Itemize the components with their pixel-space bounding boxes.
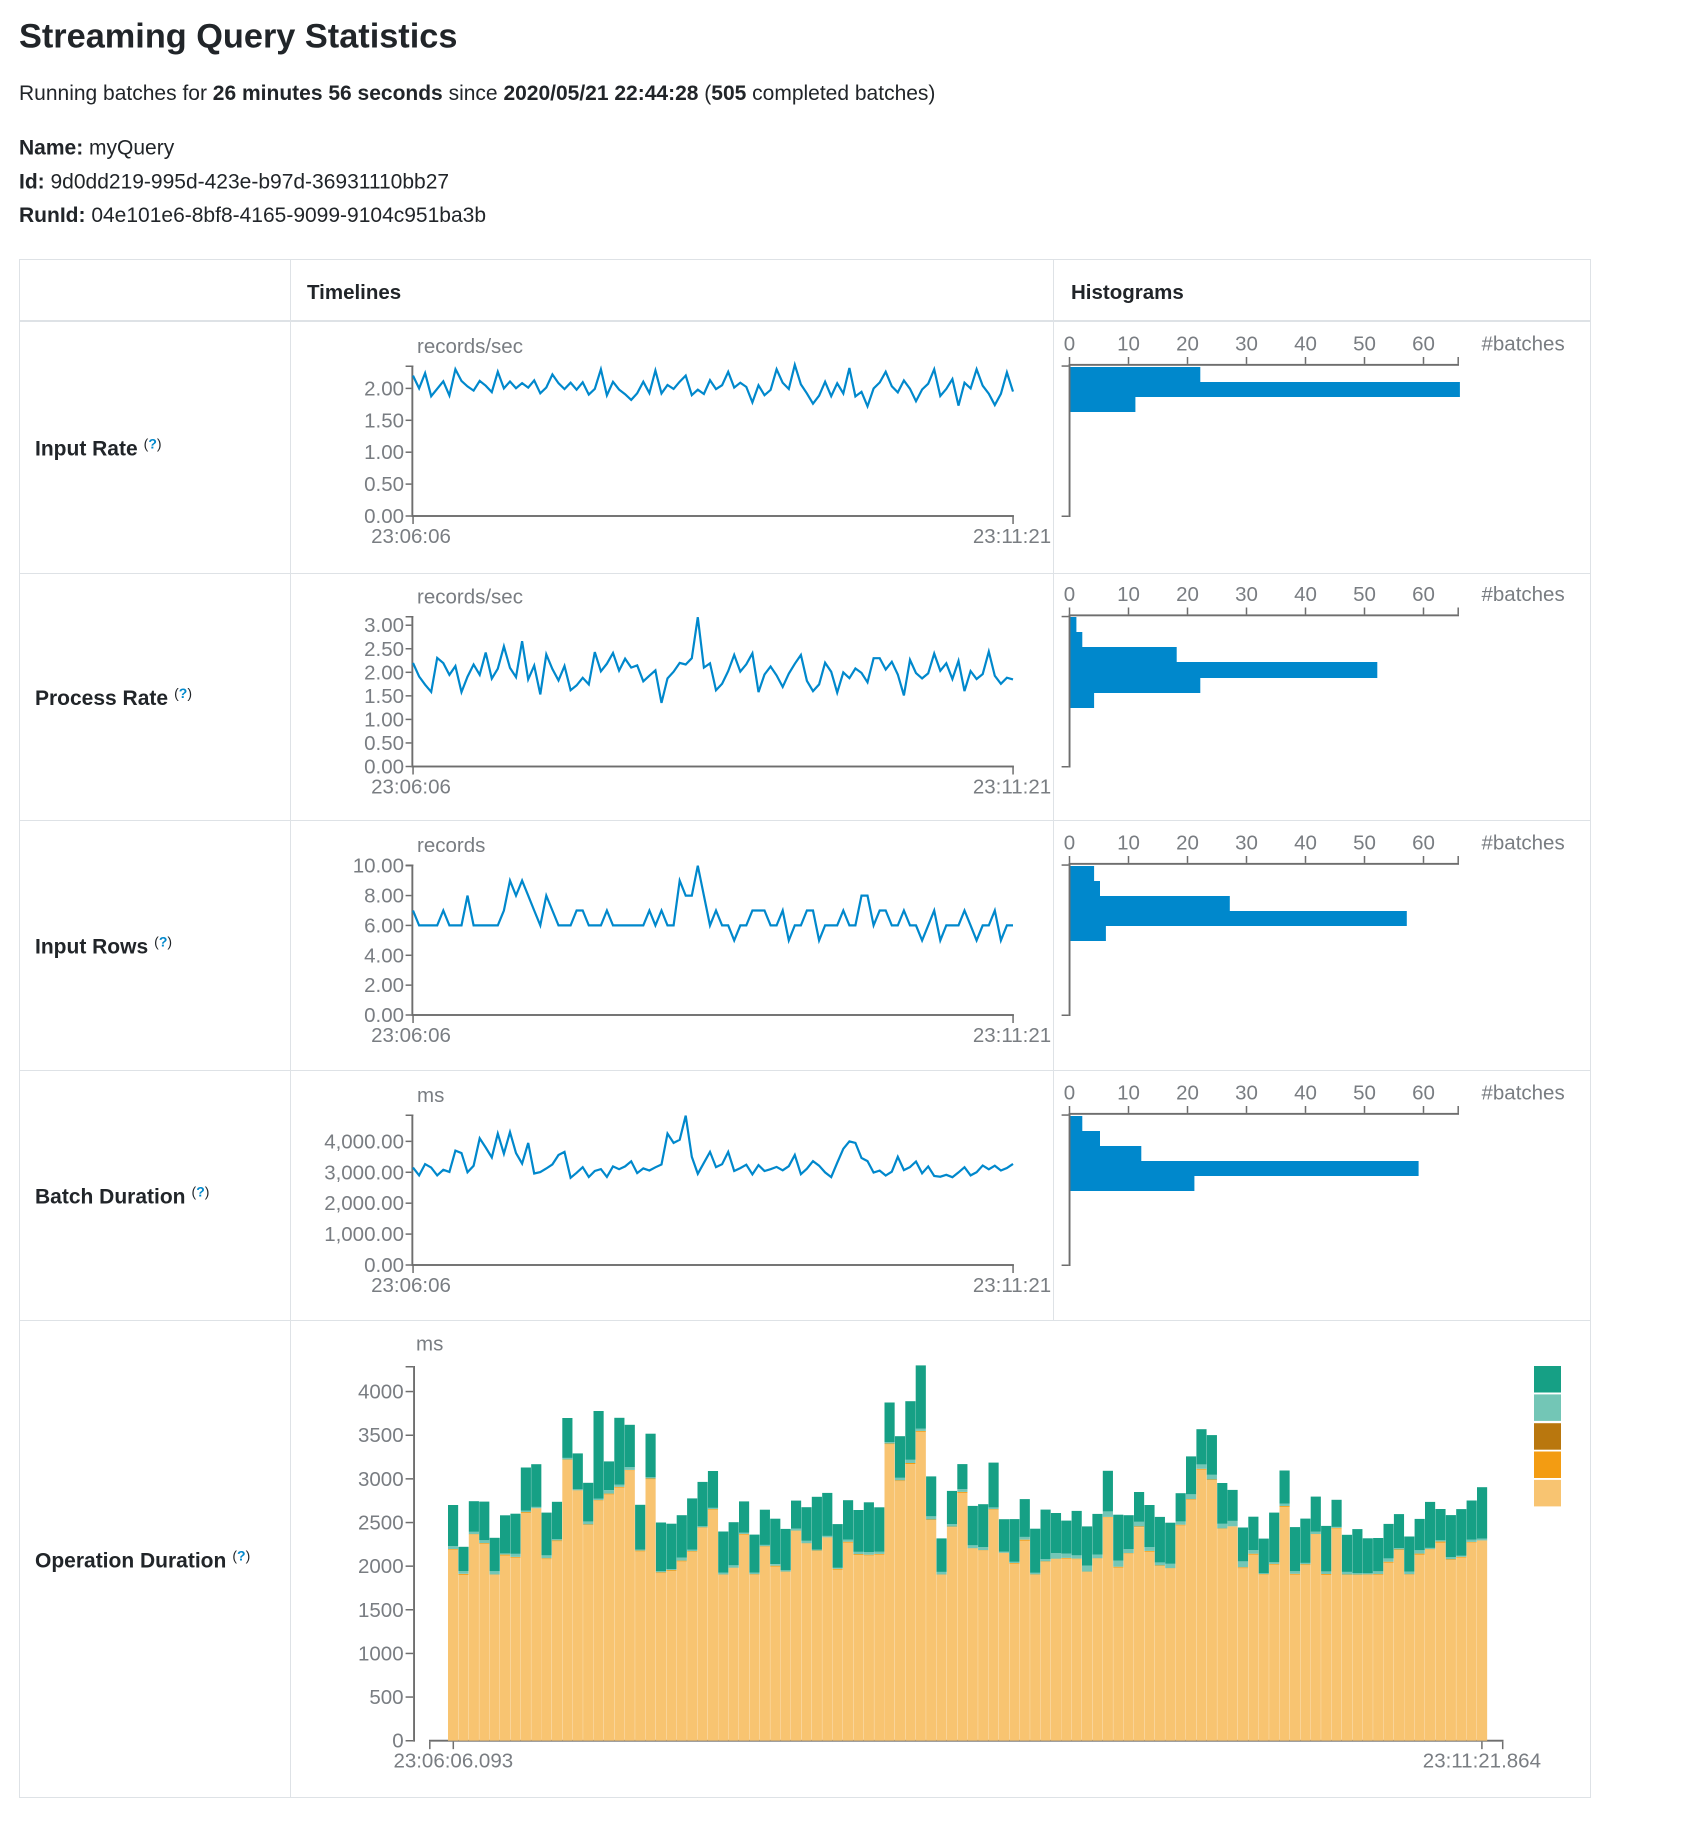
svg-text:2,000.00: 2,000.00 (324, 1192, 404, 1215)
svg-text:10.00: 10.00 (353, 855, 404, 878)
svg-text:0: 0 (1064, 583, 1075, 606)
svg-text:1,000.00: 1,000.00 (324, 1223, 404, 1246)
svg-text:23:11:21: 23:11:21 (973, 776, 1051, 799)
svg-text:Name: myQuery: Name: myQuery (19, 137, 175, 160)
svg-text:records: records (417, 834, 485, 857)
svg-text:20: 20 (1176, 333, 1199, 356)
svg-text:2500: 2500 (358, 1512, 404, 1535)
svg-text:60: 60 (1412, 832, 1435, 855)
svg-text:RunId: 04e101e6-8bf8-4165-9099: RunId: 04e101e6-8bf8-4165-9099-9104c951b… (19, 204, 486, 227)
svg-text:6.00: 6.00 (364, 914, 404, 937)
svg-text:30: 30 (1235, 832, 1258, 855)
svg-text:23:11:21: 23:11:21 (973, 1024, 1051, 1047)
svg-text:23:11:21.864: 23:11:21.864 (1423, 1749, 1541, 1772)
svg-text:30: 30 (1235, 1082, 1258, 1105)
svg-text:4.00: 4.00 (364, 944, 404, 967)
svg-text:50: 50 (1353, 832, 1376, 855)
svg-text:#batches: #batches (1482, 832, 1565, 855)
svg-text:23:11:21: 23:11:21 (973, 525, 1051, 548)
svg-text:3.00: 3.00 (364, 614, 404, 637)
svg-text:2.00: 2.00 (364, 661, 404, 684)
svg-text:20: 20 (1176, 832, 1199, 855)
svg-text:8.00: 8.00 (364, 885, 404, 908)
svg-text:60: 60 (1412, 583, 1435, 606)
svg-text:1.50: 1.50 (364, 409, 404, 432)
svg-text:3,000.00: 3,000.00 (324, 1161, 404, 1184)
svg-text:Histograms: Histograms (1071, 281, 1184, 304)
svg-text:10: 10 (1117, 1082, 1140, 1105)
svg-text:20: 20 (1176, 583, 1199, 606)
svg-text:40: 40 (1294, 583, 1317, 606)
svg-text:20: 20 (1176, 1082, 1199, 1105)
svg-text:23:11:21: 23:11:21 (973, 1274, 1051, 1297)
svg-text:500: 500 (369, 1686, 403, 1709)
svg-text:ms: ms (417, 1084, 444, 1107)
svg-text:Running batches for 26 minutes: Running batches for 26 minutes 56 second… (19, 82, 935, 105)
svg-text:Process Rate(?): Process Rate(?) (35, 685, 192, 710)
svg-text:Input Rows(?): Input Rows(?) (35, 934, 172, 959)
svg-text:2.50: 2.50 (364, 638, 404, 661)
svg-text:1.00: 1.00 (364, 441, 404, 464)
svg-text:2000: 2000 (358, 1555, 404, 1578)
svg-text:0.50: 0.50 (364, 473, 404, 496)
svg-text:records/sec: records/sec (417, 335, 523, 358)
svg-text:Timelines: Timelines (307, 281, 401, 304)
svg-text:Batch Duration(?): Batch Duration(?) (35, 1184, 209, 1209)
svg-text:40: 40 (1294, 1082, 1317, 1105)
svg-text:2.00: 2.00 (364, 377, 404, 400)
svg-text:23:06:06.093: 23:06:06.093 (393, 1749, 513, 1772)
svg-text:50: 50 (1353, 333, 1376, 356)
svg-text:10: 10 (1117, 333, 1140, 356)
svg-text:23:06:06: 23:06:06 (371, 525, 451, 548)
svg-text:23:06:06: 23:06:06 (371, 776, 451, 799)
svg-text:#batches: #batches (1482, 333, 1565, 356)
svg-text:Id: 9d0dd219-995d-423e-b97d-36: Id: 9d0dd219-995d-423e-b97d-36931110bb27 (19, 170, 449, 193)
svg-text:30: 30 (1235, 583, 1258, 606)
svg-text:1.50: 1.50 (364, 685, 404, 708)
svg-text:10: 10 (1117, 832, 1140, 855)
svg-text:40: 40 (1294, 832, 1317, 855)
svg-text:23:06:06: 23:06:06 (371, 1274, 451, 1297)
svg-text:#batches: #batches (1482, 1082, 1565, 1105)
svg-text:records/sec: records/sec (417, 586, 523, 609)
svg-text:0.50: 0.50 (364, 732, 404, 755)
svg-text:0: 0 (1064, 333, 1075, 356)
svg-text:3500: 3500 (358, 1424, 404, 1447)
svg-text:30: 30 (1235, 333, 1258, 356)
svg-text:1.00: 1.00 (364, 708, 404, 731)
svg-text:1000: 1000 (358, 1642, 404, 1665)
svg-text:0: 0 (1064, 832, 1075, 855)
svg-text:60: 60 (1412, 333, 1435, 356)
svg-text:3000: 3000 (358, 1468, 404, 1491)
svg-text:0: 0 (1064, 1082, 1075, 1105)
svg-text:#batches: #batches (1482, 583, 1565, 606)
svg-text:2.00: 2.00 (364, 974, 404, 997)
svg-text:23:06:06: 23:06:06 (371, 1024, 451, 1047)
svg-text:Streaming Query Statistics: Streaming Query Statistics (19, 18, 457, 56)
svg-text:4000: 4000 (358, 1381, 404, 1404)
svg-text:60: 60 (1412, 1082, 1435, 1105)
svg-text:Operation Duration(?): Operation Duration(?) (35, 1548, 250, 1573)
svg-text:1500: 1500 (358, 1599, 404, 1622)
svg-text:50: 50 (1353, 1082, 1376, 1105)
svg-text:40: 40 (1294, 333, 1317, 356)
svg-text:4,000.00: 4,000.00 (324, 1130, 404, 1153)
svg-text:Input Rate(?): Input Rate(?) (35, 436, 162, 461)
svg-text:ms: ms (416, 1333, 443, 1356)
svg-text:50: 50 (1353, 583, 1376, 606)
svg-text:10: 10 (1117, 583, 1140, 606)
